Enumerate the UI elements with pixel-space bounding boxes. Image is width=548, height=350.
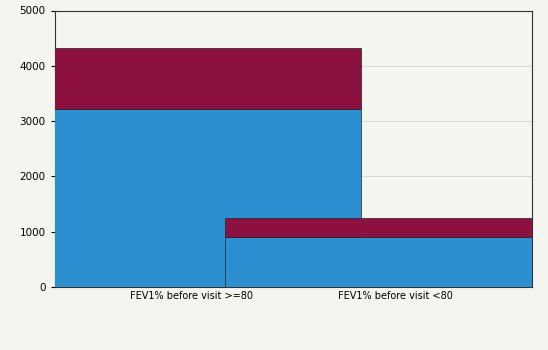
Bar [21,48,361,109]
Bar [225,218,548,237]
Legend: ACT >=20, ACT <20: ACT >=20, ACT <20 [210,345,376,350]
Bar [225,237,548,287]
Bar [21,109,361,287]
